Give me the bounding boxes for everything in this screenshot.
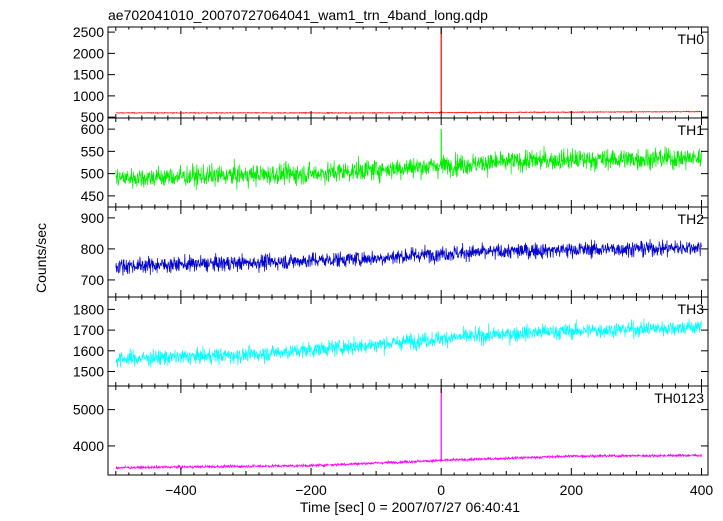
y-tick-label: 1500 [73,364,104,380]
panel-name-label: TH0 [678,31,705,47]
panel-name-label: TH0123 [654,390,704,406]
y-tick-label: 4000 [73,438,104,454]
panel-frame [107,26,709,119]
y-tick-label: 450 [81,188,105,204]
x-tick-label: −200 [295,482,327,498]
series-line-th2 [115,239,702,276]
series-line-th0123 [115,453,702,470]
x-tick-label: 200 [560,482,584,498]
y-tick-label: 1700 [73,322,104,338]
chart-title: ae702041010_20070727064041_wam1_trn_4ban… [108,7,488,23]
panel-th1: 450 500 550 600 TH1 [81,117,709,208]
y-tick-label: 500 [81,109,105,125]
y-tick-label: 2500 [73,24,104,40]
series-line-th1 [115,145,702,190]
y-tick-label: 800 [81,241,105,257]
y-tick-label: 1800 [73,301,104,317]
y-tick-label: 900 [81,210,105,226]
y-tick-label: 5000 [73,402,104,418]
y-axis-label: Counts/sec [33,223,49,293]
y-tick-label: 700 [81,272,105,288]
x-axis-label: Time [sec] 0 = 2007/07/27 06:40:41 [300,499,520,515]
y-tick-label: 2000 [73,45,104,61]
y-tick-label: 600 [81,121,105,137]
x-tick-label: −400 [165,482,197,498]
panel-th2: 700 800 900 TH2 [81,206,709,298]
y-tick-label: 1600 [73,343,104,359]
y-tick-label: 1000 [73,88,104,104]
panel-th0: 500 1000 1500 2000 2500 TH0 [73,24,709,125]
panel-frame [107,385,709,476]
panel-th0123: 4000 5000 TH0123 [73,385,709,476]
x-tick-label: 400 [690,482,714,498]
panel-th3: 1500 1600 1700 1800 TH3 [73,296,709,387]
y-tick-label: 550 [81,143,105,159]
y-tick-label: 500 [81,166,105,182]
y-tick-label: 1500 [73,67,104,83]
series-line-th0 [115,110,702,115]
panel-name-label: TH2 [678,211,705,227]
series-line-th3 [115,318,702,368]
panel-name-label: TH1 [678,122,705,138]
panel-name-label: TH3 [678,301,705,317]
x-tick-label: 0 [437,482,445,498]
